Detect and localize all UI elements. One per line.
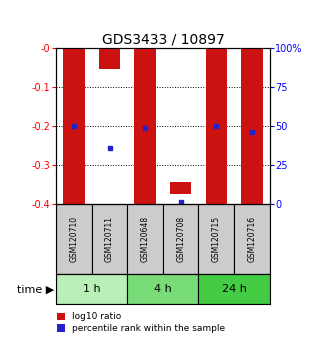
- Bar: [127, 204, 163, 274]
- Bar: [92, 204, 127, 274]
- Bar: [198, 204, 234, 274]
- Bar: [99, 48, 120, 69]
- Bar: [63, 48, 85, 204]
- Bar: [56, 274, 127, 304]
- Text: 1 h: 1 h: [83, 284, 100, 295]
- Title: GDS3433 / 10897: GDS3433 / 10897: [101, 33, 224, 47]
- Text: GSM120716: GSM120716: [247, 216, 256, 262]
- Text: GSM120648: GSM120648: [141, 216, 150, 262]
- Legend: log10 ratio, percentile rank within the sample: log10 ratio, percentile rank within the …: [57, 313, 225, 333]
- Bar: [234, 204, 270, 274]
- Bar: [163, 204, 198, 274]
- Bar: [56, 204, 92, 274]
- Bar: [198, 274, 270, 304]
- Bar: [170, 182, 191, 194]
- Text: 24 h: 24 h: [221, 284, 247, 295]
- Bar: [127, 274, 198, 304]
- Text: time ▶: time ▶: [17, 284, 55, 295]
- Text: 4 h: 4 h: [154, 284, 172, 295]
- Text: GSM120710: GSM120710: [69, 216, 78, 262]
- Text: GSM120715: GSM120715: [212, 216, 221, 262]
- Text: GSM120708: GSM120708: [176, 216, 185, 262]
- Bar: [241, 48, 263, 204]
- Bar: [206, 48, 227, 204]
- Bar: [134, 48, 156, 204]
- Text: GSM120711: GSM120711: [105, 216, 114, 262]
